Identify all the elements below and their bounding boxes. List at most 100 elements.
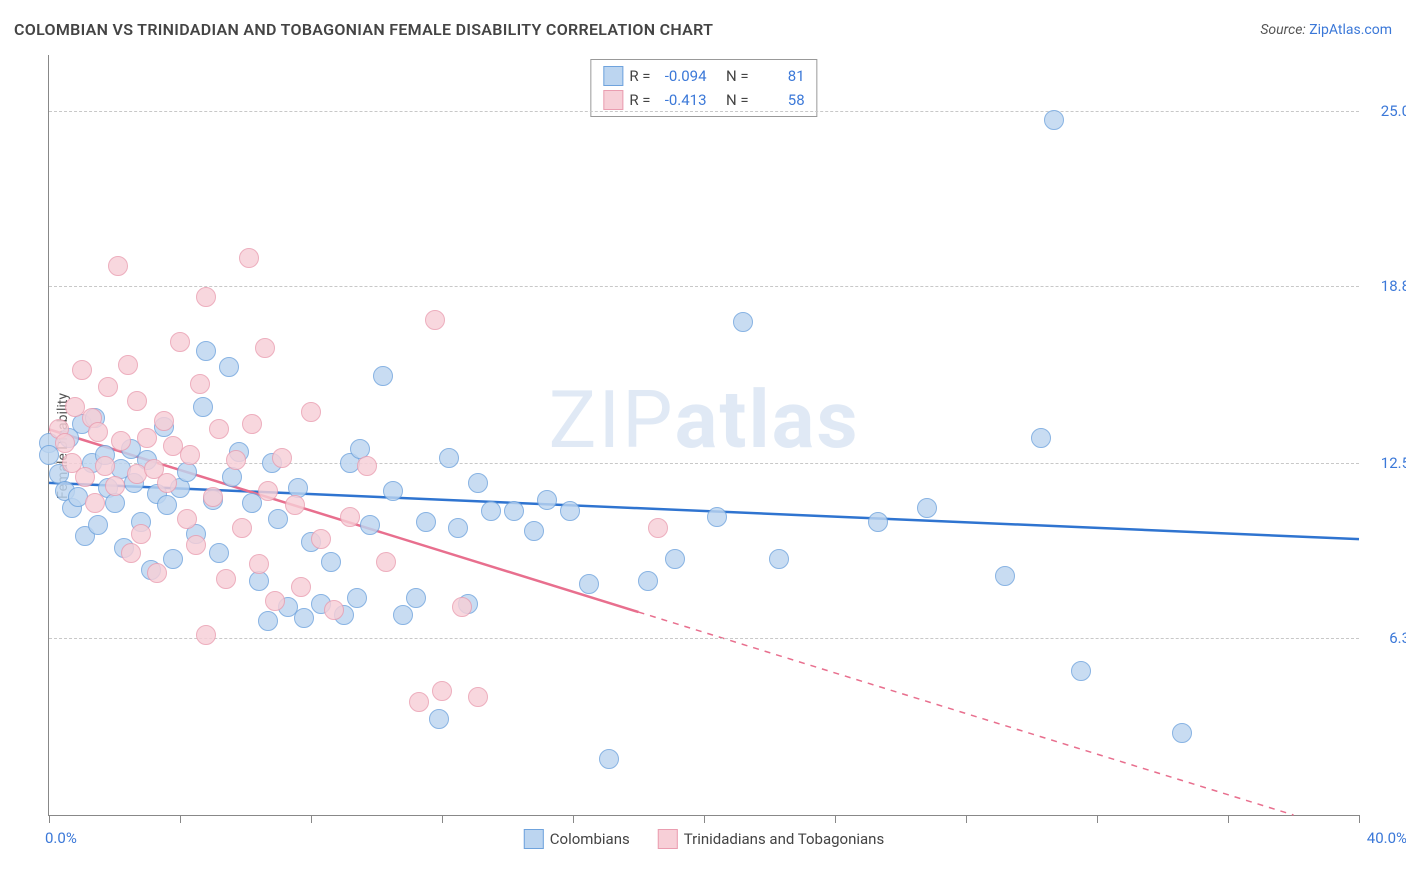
data-point-trinidadians bbox=[118, 355, 138, 375]
data-point-trinidadians bbox=[157, 473, 177, 493]
data-point-colombians bbox=[268, 509, 288, 529]
data-point-trinidadians bbox=[425, 310, 445, 330]
data-point-colombians bbox=[439, 448, 459, 468]
data-point-colombians bbox=[416, 512, 436, 532]
x-min-label: 0.0% bbox=[45, 829, 77, 847]
data-point-trinidadians bbox=[232, 518, 252, 538]
data-point-colombians bbox=[868, 512, 888, 532]
x-tick bbox=[966, 815, 967, 823]
data-point-colombians bbox=[429, 709, 449, 729]
data-point-colombians bbox=[209, 543, 229, 563]
data-point-colombians bbox=[1172, 723, 1192, 743]
correlation-legend: R = -0.094 N = 81 R = -0.413 N = 58 bbox=[590, 59, 817, 117]
data-point-colombians bbox=[219, 357, 239, 377]
data-point-trinidadians bbox=[301, 402, 321, 422]
data-point-trinidadians bbox=[209, 419, 229, 439]
data-point-colombians bbox=[321, 552, 341, 572]
data-point-colombians bbox=[707, 507, 727, 527]
series-legend: Colombians Trinidadians and Tobagonians bbox=[524, 829, 884, 849]
data-point-colombians bbox=[504, 501, 524, 521]
data-point-trinidadians bbox=[177, 509, 197, 529]
data-point-colombians bbox=[157, 495, 177, 515]
data-point-trinidadians bbox=[190, 374, 210, 394]
data-point-colombians bbox=[373, 366, 393, 386]
x-tick bbox=[1228, 815, 1229, 823]
data-point-trinidadians bbox=[154, 411, 174, 431]
data-point-colombians bbox=[733, 312, 753, 332]
y-tick-label: 12.5% bbox=[1381, 454, 1406, 472]
data-point-trinidadians bbox=[239, 248, 259, 268]
data-point-trinidadians bbox=[196, 287, 216, 307]
legend-row-trinidadians: R = -0.413 N = 58 bbox=[603, 88, 804, 112]
x-tick bbox=[442, 815, 443, 823]
data-point-colombians bbox=[917, 498, 937, 518]
data-point-trinidadians bbox=[108, 256, 128, 276]
data-point-trinidadians bbox=[95, 456, 115, 476]
chart-title: COLOMBIAN VS TRINIDADIAN AND TOBAGONIAN … bbox=[14, 20, 713, 39]
data-point-trinidadians bbox=[111, 431, 131, 451]
data-point-trinidadians bbox=[88, 422, 108, 442]
data-point-trinidadians bbox=[131, 524, 151, 544]
data-point-colombians bbox=[347, 588, 367, 608]
data-point-colombians bbox=[481, 501, 501, 521]
swatch-icon bbox=[603, 90, 623, 110]
x-tick bbox=[311, 815, 312, 823]
trend-line-dashed-trinidadians bbox=[639, 612, 1294, 815]
data-point-trinidadians bbox=[452, 597, 472, 617]
data-point-trinidadians bbox=[105, 476, 125, 496]
data-point-trinidadians bbox=[186, 535, 206, 555]
data-point-colombians bbox=[448, 518, 468, 538]
data-point-trinidadians bbox=[75, 467, 95, 487]
data-point-colombians bbox=[222, 467, 242, 487]
data-point-trinidadians bbox=[376, 552, 396, 572]
data-point-colombians bbox=[196, 341, 216, 361]
data-point-trinidadians bbox=[648, 518, 668, 538]
data-point-colombians bbox=[1044, 110, 1064, 130]
gridline bbox=[49, 463, 1359, 464]
gridline bbox=[49, 286, 1359, 287]
data-point-colombians bbox=[599, 749, 619, 769]
data-point-colombians bbox=[537, 490, 557, 510]
data-point-colombians bbox=[579, 574, 599, 594]
data-point-colombians bbox=[468, 473, 488, 493]
gridline bbox=[49, 111, 1359, 112]
data-point-colombians bbox=[88, 515, 108, 535]
swatch-icon bbox=[524, 829, 544, 849]
data-point-trinidadians bbox=[258, 481, 278, 501]
source-link[interactable]: ZipAtlas.com bbox=[1309, 22, 1392, 38]
data-point-colombians bbox=[769, 549, 789, 569]
data-point-trinidadians bbox=[180, 445, 200, 465]
data-point-trinidadians bbox=[98, 377, 118, 397]
data-point-trinidadians bbox=[249, 554, 269, 574]
data-point-colombians bbox=[294, 608, 314, 628]
data-point-colombians bbox=[665, 549, 685, 569]
data-point-trinidadians bbox=[72, 360, 92, 380]
x-tick bbox=[1097, 815, 1098, 823]
data-point-colombians bbox=[193, 397, 213, 417]
data-point-colombians bbox=[1031, 428, 1051, 448]
data-point-colombians bbox=[163, 549, 183, 569]
data-point-trinidadians bbox=[242, 414, 262, 434]
data-point-colombians bbox=[383, 481, 403, 501]
x-tick bbox=[1359, 815, 1360, 823]
x-tick bbox=[704, 815, 705, 823]
data-point-trinidadians bbox=[170, 332, 190, 352]
swatch-icon bbox=[658, 829, 678, 849]
data-point-colombians bbox=[177, 462, 197, 482]
data-point-trinidadians bbox=[468, 687, 488, 707]
chart-source: Source: ZipAtlas.com bbox=[1260, 22, 1392, 38]
data-point-trinidadians bbox=[291, 577, 311, 597]
data-point-trinidadians bbox=[432, 681, 452, 701]
data-point-trinidadians bbox=[285, 495, 305, 515]
data-point-trinidadians bbox=[409, 692, 429, 712]
scatter-plot: ZIPatlas R = -0.094 N = 81 R = -0.413 N … bbox=[48, 55, 1359, 816]
data-point-trinidadians bbox=[137, 428, 157, 448]
x-tick bbox=[49, 815, 50, 823]
data-point-colombians bbox=[524, 521, 544, 541]
data-point-trinidadians bbox=[55, 433, 75, 453]
x-max-label: 40.0% bbox=[1367, 829, 1406, 847]
legend-item-colombians: Colombians bbox=[524, 829, 630, 849]
data-point-trinidadians bbox=[272, 448, 292, 468]
data-point-trinidadians bbox=[147, 563, 167, 583]
data-point-trinidadians bbox=[265, 591, 285, 611]
